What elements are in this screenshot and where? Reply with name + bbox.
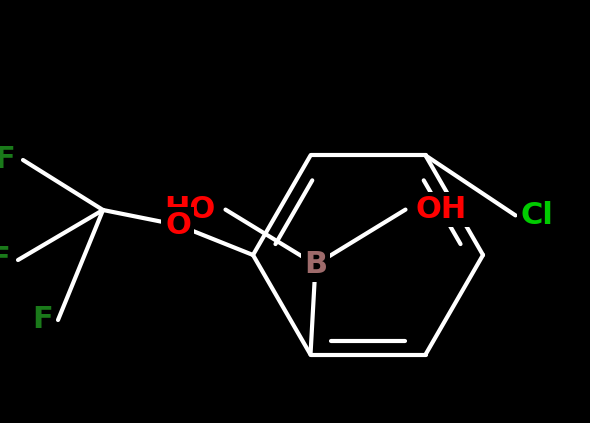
Text: O: O [165,211,191,239]
Text: HO: HO [164,195,215,224]
Text: F: F [32,305,53,335]
Text: F: F [0,245,10,275]
Text: F: F [0,146,15,175]
Text: OH: OH [415,195,467,224]
Text: B: B [304,250,327,279]
Text: Cl: Cl [520,201,553,230]
